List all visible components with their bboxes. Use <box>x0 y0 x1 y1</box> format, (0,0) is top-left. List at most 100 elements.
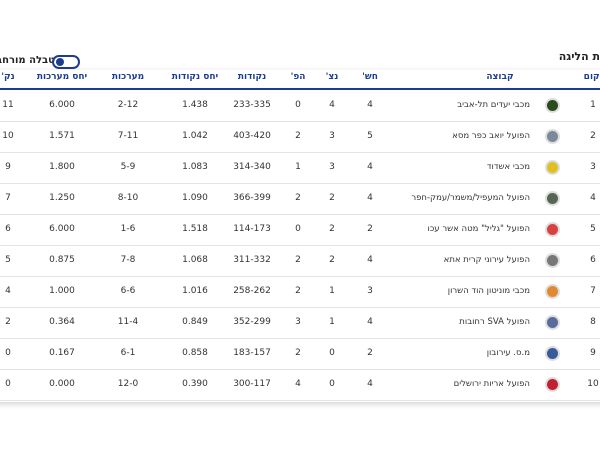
rank: 1 <box>590 100 596 110</box>
rank: 8 <box>590 317 596 327</box>
stat-cell: 0.390 <box>182 379 208 389</box>
column-header: קבוצה <box>486 72 514 82</box>
rank: 2 <box>590 131 596 141</box>
stat-cell: 6-1 <box>120 348 136 358</box>
stat-cell: 7-11 <box>117 131 139 141</box>
stat-cell: 0 <box>329 348 335 358</box>
stat-cell: 4 <box>367 317 373 327</box>
stat-cell: 4 <box>367 255 373 265</box>
stat-cell: 3 <box>329 162 335 172</box>
stat-cell: 4 <box>367 162 373 172</box>
stat-cell: 10 <box>2 131 14 141</box>
stat-cell: 6 <box>5 224 11 234</box>
stat-cell: 1.000 <box>49 286 75 296</box>
stat-cell: 0.000 <box>49 379 75 389</box>
stat-cell: 258-262 <box>233 286 271 296</box>
stat-cell: 4 <box>367 100 373 110</box>
table-row: 4 הפועל המעפיל/משמר/עמק-חפר 4 2 2 366-399 1.09… <box>0 183 600 215</box>
stat-cell: 6.000 <box>49 224 75 234</box>
stat-cell: 4 <box>5 286 11 296</box>
stat-cell: 183-157 <box>233 348 271 358</box>
stat-cell: 1.042 <box>182 131 208 141</box>
team-logo <box>545 253 560 268</box>
team-logo <box>545 222 560 237</box>
team-name: הפועל "גליל" מטה אשר עכו <box>427 224 531 234</box>
team-name: הפועל עירוני קרית אתא <box>443 255 530 265</box>
stat-cell: 12-0 <box>117 379 139 389</box>
rank: 5 <box>590 224 596 234</box>
stat-cell: 1.090 <box>182 193 208 203</box>
rank: 3 <box>590 162 596 172</box>
team-name: הפועל יואב כפר מסא <box>452 131 530 141</box>
stat-cell: 3 <box>367 286 373 296</box>
stat-cell: 5-9 <box>120 162 136 172</box>
stat-cell: 403-420 <box>233 131 271 141</box>
stat-cell: 1.518 <box>182 224 208 234</box>
stat-cell: 9 <box>5 162 11 172</box>
stat-cell: 0 <box>329 379 335 389</box>
stat-cell: 5 <box>367 131 373 141</box>
rank: 9 <box>590 348 596 358</box>
team-name: מכבי יעדים תל-אביב <box>457 100 530 110</box>
stat-cell: 0.875 <box>49 255 75 265</box>
stat-cell: 0 <box>295 100 301 110</box>
stat-cell: 114-173 <box>233 224 271 234</box>
stat-cell: 1-6 <box>120 224 136 234</box>
team-name: מכבי אשדוד <box>486 162 530 172</box>
stat-cell: 7 <box>5 193 11 203</box>
stat-cell: 1.571 <box>49 131 75 141</box>
team-logo <box>545 346 560 361</box>
table-row: 7 מכבי מוניטון הוד השרון 3 1 2 258-262 1.016 6-… <box>0 276 600 308</box>
stat-cell: 1 <box>329 286 335 296</box>
column-header: מערכות <box>111 72 145 82</box>
stat-cell: 4 <box>295 379 301 389</box>
stat-cell: 0.858 <box>182 348 208 358</box>
team-logo <box>545 98 560 113</box>
team-logo <box>545 160 560 175</box>
column-header: יחס מערכות <box>36 72 88 82</box>
table-row: 1 מכבי יעדים תל-אביב 4 4 0 233-335 1.438 2-12 6.… <box>0 90 600 122</box>
column-header: יחס נקודות <box>171 72 219 82</box>
rank: 4 <box>590 193 596 203</box>
stat-cell: 0.849 <box>182 317 208 327</box>
rank: 6 <box>590 255 596 265</box>
stat-cell: 2 <box>367 224 373 234</box>
rank: 7 <box>590 286 596 296</box>
team-logo <box>545 315 560 330</box>
stat-cell: 2 <box>329 224 335 234</box>
column-header: הפ' <box>290 72 306 82</box>
table-row: 2 הפועל יואב כפר מסא 5 3 2 403-420 1.042 7-11 1.… <box>0 121 600 153</box>
stat-cell: 0.167 <box>49 348 75 358</box>
toggle-label[interactable]: טבלה מורחב <box>0 55 55 66</box>
stat-cell: 0 <box>5 379 11 389</box>
stat-cell: 4 <box>367 193 373 203</box>
stat-cell: 1.800 <box>49 162 75 172</box>
column-header: נקודות <box>237 72 267 82</box>
team-logo <box>545 191 560 206</box>
stat-cell: 352-299 <box>233 317 271 327</box>
stat-cell: 4 <box>329 100 335 110</box>
stat-cell: 1 <box>295 162 301 172</box>
stat-cell: 1.016 <box>182 286 208 296</box>
team-name: הפועל אריות ירושלים <box>453 379 530 389</box>
stat-cell: 1.250 <box>49 193 75 203</box>
team-name: הפועל המעפיל/משמר/עמק-חפר <box>411 193 530 203</box>
stat-cell: 2 <box>5 317 11 327</box>
stat-cell: 2 <box>295 255 301 265</box>
stat-cell: 2-12 <box>117 100 139 110</box>
table-row: 8 הפועל SVA רחובות 4 1 3 352-299 0.849 11-4 0.36… <box>0 307 600 339</box>
stat-cell: 233-335 <box>233 100 271 110</box>
table-row: 3 מכבי אשדוד 4 3 1 314-340 1.083 5-9 1.800 9 <box>0 152 600 184</box>
stat-cell: 314-340 <box>233 162 271 172</box>
table-row: 6 הפועל עירוני קרית אתא 4 2 2 311-332 1.068 7-8… <box>0 245 600 277</box>
page-title: ת הליגה <box>558 50 600 63</box>
column-header: נצ' <box>325 72 339 82</box>
stat-cell: 0 <box>295 224 301 234</box>
stat-cell: 11-4 <box>117 317 139 327</box>
table-header: יקום קבוצה חש' נצ' הפ' נקודות יחס נקודות מערכות… <box>0 70 600 90</box>
stat-cell: 7-8 <box>120 255 136 265</box>
toggle-switch[interactable] <box>52 55 80 69</box>
stat-cell: 8-10 <box>117 193 139 203</box>
stat-cell: 1.068 <box>182 255 208 265</box>
